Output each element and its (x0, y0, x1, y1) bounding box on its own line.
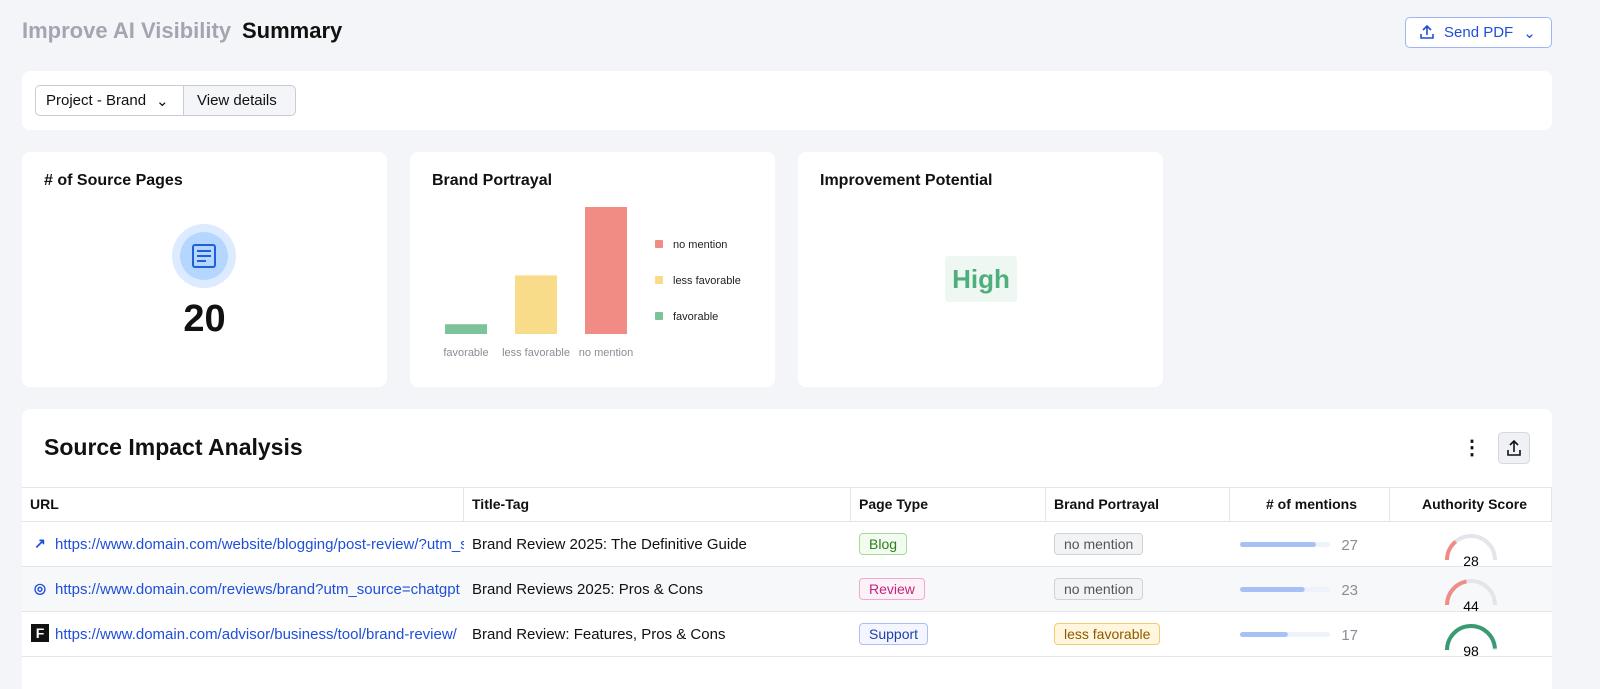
url-link[interactable]: https://www.domain.com/reviews/brand?utm… (55, 581, 460, 598)
send-pdf-button[interactable]: Send PDF ⌄ (1405, 17, 1552, 48)
improvement-card: Improvement Potential High (798, 152, 1163, 387)
title-tag: Brand Review: Features, Pros & Cons (472, 626, 726, 643)
authority-value: 98 (1463, 643, 1479, 658)
mentions-value: 23 (1341, 582, 1358, 599)
legend-swatch (655, 312, 663, 320)
legend-label: no mention (673, 239, 727, 251)
portrayal-badge: no mention (1054, 578, 1144, 600)
legend-swatch (655, 240, 663, 248)
url-link[interactable]: https://www.domain.com/advisor/business/… (55, 626, 457, 643)
export-button[interactable] (1498, 432, 1530, 464)
portrayal-cell: no mention (1046, 567, 1230, 612)
mentions-value: 27 (1341, 537, 1358, 554)
table-header (22, 487, 1552, 522)
mentions-value: 17 (1341, 627, 1358, 644)
upload-icon (1420, 24, 1434, 39)
project-select[interactable]: Project - Brand ⌄ (35, 85, 184, 116)
view-details-label: View details (197, 92, 277, 109)
card-title: Brand Portrayal (432, 172, 553, 189)
authority-gauge: 98 (1445, 624, 1497, 658)
x-tick-label: less favorable (502, 347, 570, 359)
authority-value: 44 (1463, 598, 1479, 613)
x-tick-label: no mention (579, 347, 633, 359)
column-header[interactable]: # of mentions (1230, 487, 1390, 522)
chevron: ⌄ (1523, 24, 1536, 42)
page-type-badge: Blog (859, 533, 908, 555)
mentions-bar-chart: 23 (1240, 582, 1358, 599)
title-tag: Brand Review 2025: The Definitive Guide (472, 536, 747, 553)
mentions-bar (1240, 632, 1288, 637)
mentions-bar (1240, 587, 1305, 592)
page-title: Summary (242, 18, 343, 43)
card-title: # of Source Pages (44, 172, 183, 189)
legend-label: favorable (673, 311, 718, 323)
column-header: Brand Portrayal (1046, 487, 1230, 522)
view-details-button[interactable]: View details (183, 85, 296, 116)
portrayal-badge: no mention (1054, 533, 1144, 555)
brand-portrayal-chart: favorable favorable less favorable less fav… (443, 207, 741, 359)
column-header: Page Type (851, 487, 1046, 522)
gauge-arc (1445, 624, 1497, 651)
more-button[interactable]: ⋮ (1462, 437, 1482, 459)
legend-label: less favorable (673, 275, 741, 287)
bar (445, 324, 487, 334)
bar (585, 207, 627, 334)
table-row (22, 522, 1552, 567)
improvement-value: High (945, 256, 1017, 302)
portrayal-cell: no mention (1046, 522, 1230, 567)
card-title: Improvement Potential (820, 172, 993, 189)
mentions-bar-chart: 17 (1240, 627, 1358, 644)
column-header: URL (22, 487, 464, 522)
portrayal-cell: less favorable (1046, 612, 1230, 657)
source-icon: ↗ (34, 535, 46, 551)
brand-portrayal-card: Brand Portrayal favorable favorable less f… (410, 152, 775, 387)
x-tick-label: favorable (443, 347, 488, 359)
gauge-arc (1445, 579, 1467, 606)
source-icon: ◎ (33, 580, 47, 596)
portrayal-badge: less favorable (1054, 623, 1161, 645)
page-type-badge: Support (859, 623, 929, 645)
chevron: ⌄ (156, 92, 169, 110)
source-pages-card: # of Source Pages 20 (22, 152, 387, 387)
table-title: Source Impact Analysis (44, 434, 303, 460)
authority-value: 28 (1463, 553, 1479, 568)
page-type-cell: Blog (851, 522, 1046, 567)
doc-icon (172, 224, 236, 288)
column-header: Title-Tag (464, 487, 851, 522)
page-type-cell: Review (851, 567, 1046, 612)
legend-swatch (655, 276, 663, 284)
authority-gauge: 44 (1445, 579, 1497, 613)
source-pages-value: 20 (183, 298, 226, 340)
url-link[interactable]: https://www.domain.com/website/blogging/… (55, 536, 464, 553)
send-pdf-label: Send PDF (1444, 24, 1514, 41)
column-header: Authority Score (1390, 487, 1552, 522)
bar (515, 275, 557, 334)
breadcrumb[interactable]: Improve AI Visibility (22, 18, 232, 43)
mentions-bar-chart: 27 (1240, 537, 1358, 554)
page-type-cell: Support (851, 612, 1046, 657)
title-tag: Brand Reviews 2025: Pros & Cons (472, 581, 703, 598)
source-icon: F (31, 624, 49, 642)
page-type-badge: Review (859, 578, 925, 600)
authority-gauge: 28 (1445, 534, 1497, 568)
page: Improve AI Visibility Summary Send PDF ⌄ … (22, 17, 1552, 689)
project-label: Project - Brand (46, 92, 147, 109)
gauge-arc (1445, 539, 1458, 561)
mentions-bar (1240, 542, 1316, 547)
